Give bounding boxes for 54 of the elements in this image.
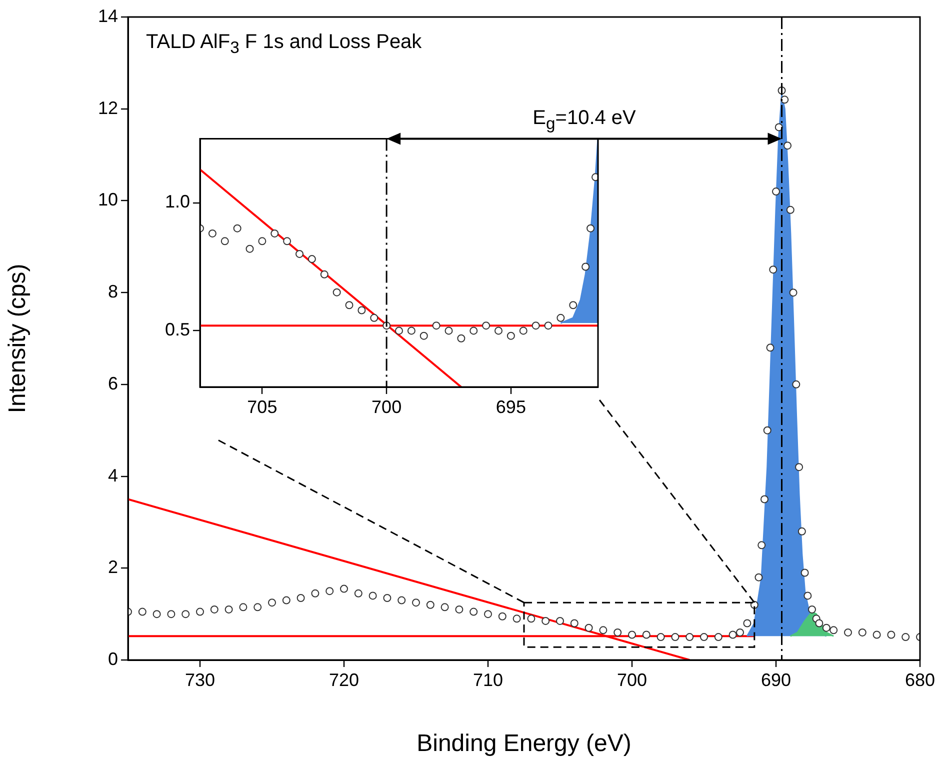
y-tick-label: 6 [108,373,118,394]
point [345,301,354,310]
point [444,326,453,335]
text: TALD AlF$_{3}$ F 1s and Loss Peak [146,31,422,58]
x-tick-label: 700 [616,670,648,690]
point [246,244,254,253]
point [569,301,578,310]
point [544,322,552,330]
annotation: E$_{g}$=10.4 eV [532,106,636,134]
x-axis-title: Binding Energy (eV) [416,730,632,758]
point [370,314,378,322]
point [457,334,466,342]
x-tick-label: 705 [247,396,278,417]
point [395,326,403,335]
point [519,326,528,335]
point [358,306,366,314]
point [220,237,229,246]
point [470,326,478,335]
point [270,229,279,238]
y-tick-label: 14 [98,6,118,26]
x-tick-label: 700 [372,396,402,417]
y-tick-label: 1.0 [164,192,190,212]
x-tick-label: 710 [472,670,504,690]
point [494,326,502,335]
point [283,237,292,246]
point [556,314,565,322]
y-tick-label: 2 [108,557,118,578]
y-tick-label: 8 [108,282,118,302]
y-tick-label: 12 [98,98,118,118]
point [420,332,428,340]
point [586,224,595,232]
point [308,255,316,264]
x-tick-label: 690 [760,670,792,690]
point [432,322,440,330]
y-tick-label: 0.5 [164,320,190,340]
x-tick-label: 695 [496,396,526,417]
y-tick-label: 4 [108,465,118,486]
point [296,250,304,258]
point [233,224,242,232]
point [208,229,216,238]
point [482,322,490,330]
point [582,262,590,271]
point [320,270,328,278]
x-tick-label: 730 [184,670,216,690]
y-tick-label: 10 [98,190,118,210]
point [332,288,341,296]
point [506,332,515,340]
point [532,322,540,330]
y-axis-title: Intensity (cps) [4,264,32,414]
x-tick-label: 680 [904,670,936,690]
x-tick-label: 720 [328,670,360,690]
point [258,237,266,246]
point [407,326,416,335]
y-tick-label: 0 [108,648,118,669]
